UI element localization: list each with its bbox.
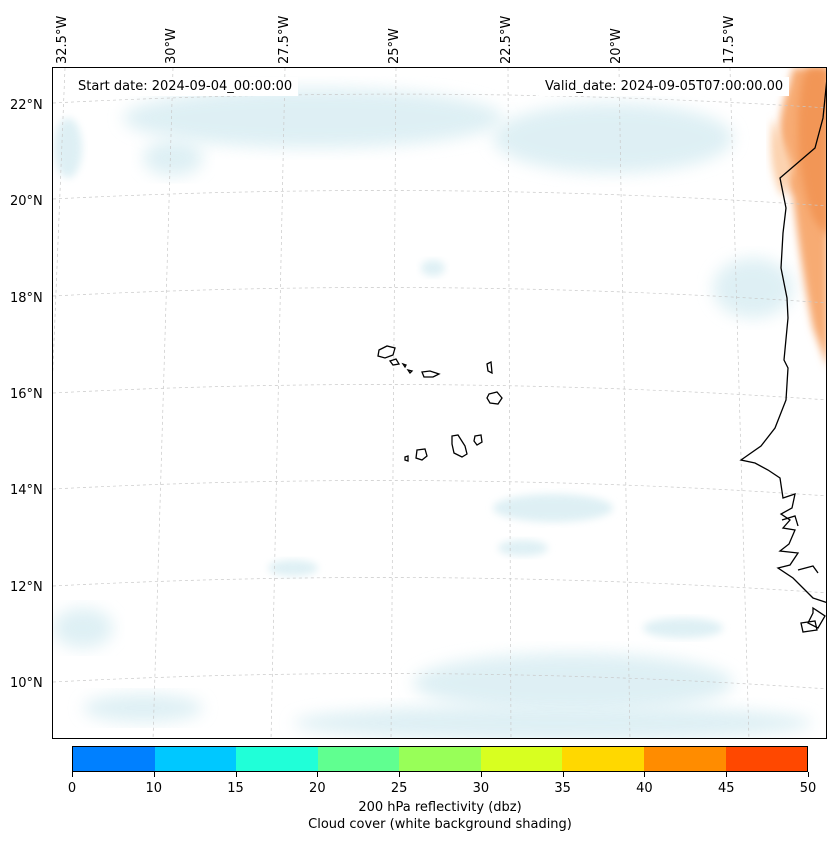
colorbar-tick xyxy=(317,772,319,777)
colorbar-tick-label: 45 xyxy=(717,781,735,796)
lon-label: 27.5°W xyxy=(277,15,292,64)
colorbar-tick xyxy=(562,772,564,777)
colorbar-tick xyxy=(153,772,155,777)
colorbar-segment xyxy=(317,747,400,771)
lon-label: 22.5°W xyxy=(499,15,514,64)
lon-label: 20°W xyxy=(609,28,624,64)
colorbar-tick-label: 35 xyxy=(554,781,571,796)
map-panel[interactable] xyxy=(52,67,827,739)
colorbar-segment xyxy=(643,747,726,771)
graticule xyxy=(53,68,826,738)
start-date-label: Start date: 2024-09-04_00:00:00 xyxy=(72,77,299,96)
lon-label: 17.5°W xyxy=(722,15,737,64)
colorbar-tick-label: 20 xyxy=(309,781,326,796)
colorbar-segment xyxy=(236,747,318,771)
colorbar-tick xyxy=(808,772,809,777)
colorbar-tick-label: 15 xyxy=(227,781,244,796)
lat-label: 18°N xyxy=(10,291,43,306)
cloud-cover-shading xyxy=(53,88,813,738)
lat-label: 22°N xyxy=(10,98,43,113)
colorbar-segment xyxy=(562,747,644,771)
colorbar-segment xyxy=(154,747,237,771)
lon-label: 32.5°W xyxy=(55,15,70,64)
lat-label: 20°N xyxy=(10,194,43,209)
colorbar-tick xyxy=(726,772,728,777)
colorbar xyxy=(72,746,808,772)
lon-label: 30°W xyxy=(164,28,179,64)
colorbar-tick-label: 30 xyxy=(472,781,490,796)
lon-label: 25°W xyxy=(387,28,402,64)
lat-label: 14°N xyxy=(10,483,43,498)
cape-verde-islands xyxy=(377,345,503,462)
valid-date-label: Valid_date: 2024-09-05T07:00:00.00 xyxy=(539,77,790,96)
colorbar-tick xyxy=(72,772,73,777)
colorbar-segment xyxy=(480,747,563,771)
colorbar-tick-label: 25 xyxy=(390,781,408,796)
colorbar-tick xyxy=(480,772,482,777)
colorbar-sublabel: Cloud cover (white background shading) xyxy=(308,817,572,832)
colorbar-tick-label: 40 xyxy=(636,781,653,796)
colorbar-label: 200 hPa reflectivity (dbz) xyxy=(358,800,522,815)
colorbar-tick-label: 10 xyxy=(145,781,163,796)
colorbar-segment xyxy=(725,747,808,771)
colorbar-tick xyxy=(644,772,646,777)
lat-label: 10°N xyxy=(10,676,43,691)
colorbar-segment xyxy=(399,747,481,771)
colorbar-segment xyxy=(73,747,155,771)
colorbar-tick xyxy=(235,772,237,777)
map-canvas xyxy=(53,68,826,738)
west-africa-coastline xyxy=(739,81,826,633)
lat-label: 12°N xyxy=(10,580,43,595)
reflectivity-shading xyxy=(770,68,826,363)
lat-label: 16°N xyxy=(10,387,43,402)
colorbar-tick-label: 0 xyxy=(67,781,77,796)
colorbar-tick xyxy=(399,772,401,777)
colorbar-tick-label: 50 xyxy=(799,781,817,796)
